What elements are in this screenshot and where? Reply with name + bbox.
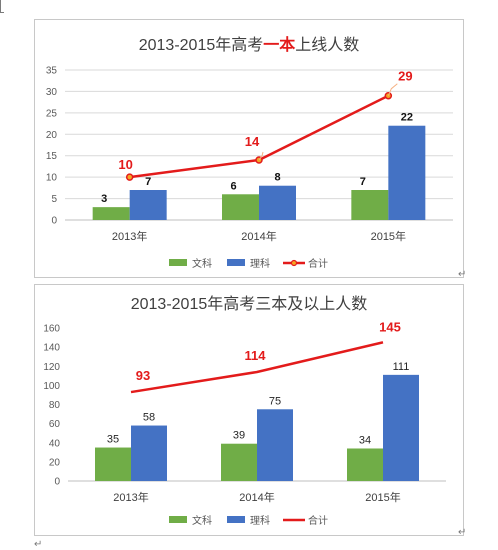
x-tick-label: 2013年 bbox=[113, 490, 148, 504]
bar-data-label: 34 bbox=[359, 434, 371, 446]
bar-data-label: 58 bbox=[143, 412, 155, 424]
y-tick-label: 20 bbox=[49, 457, 61, 468]
total-data-label: 14 bbox=[245, 134, 260, 149]
y-tick-label: 100 bbox=[43, 381, 60, 392]
total-marker bbox=[125, 173, 134, 181]
chart-title-part: 2013-2015年高考 bbox=[139, 36, 264, 54]
y-tick-label: 140 bbox=[43, 343, 60, 354]
chart-title-highlight: 一本 bbox=[263, 35, 295, 54]
bar-data-label: 6 bbox=[230, 180, 236, 192]
chart-title-part: 上线人数 bbox=[295, 36, 359, 54]
return-mark: ↵ bbox=[458, 269, 467, 280]
chart-title: 2013-2015年高考一本上线人数 bbox=[139, 35, 360, 54]
bar-data-label: 8 bbox=[274, 172, 280, 184]
bar-like bbox=[257, 409, 293, 481]
y-tick-label: 25 bbox=[46, 108, 58, 119]
page-corner-mark bbox=[0, 0, 4, 13]
legend-label: 文科 bbox=[192, 514, 212, 527]
bar-data-label: 39 bbox=[233, 430, 245, 442]
bar-wenke bbox=[351, 190, 389, 220]
label-leader bbox=[387, 83, 398, 96]
y-tick-label: 0 bbox=[51, 216, 57, 227]
bar-wenke bbox=[92, 207, 130, 220]
chart-first-tier-svg: 2013-2015年高考一本上线人数 0 5 10 15 20 25 30 35 3 6 7 7 8 22 2… bbox=[46, 35, 453, 270]
chart-title: 2013-2015年高考三本及以上人数 bbox=[131, 295, 368, 313]
y-tick-label: 15 bbox=[46, 151, 58, 162]
total-data-label: 114 bbox=[245, 348, 267, 363]
bar-data-label: 7 bbox=[360, 176, 366, 188]
total-line bbox=[130, 341, 384, 394]
bar-data-label: 3 bbox=[101, 193, 107, 205]
chart-first-tier: 2013-2015年高考一本上线人数 0 5 10 15 20 25 30 35 3 6 7 7 8 22 2… bbox=[34, 19, 464, 278]
bar-wenke bbox=[221, 443, 257, 481]
legend-swatch bbox=[227, 259, 245, 266]
x-tick-label: 2015年 bbox=[371, 229, 406, 243]
bar-like bbox=[129, 190, 167, 220]
bar-data-label: 75 bbox=[269, 395, 281, 407]
legend-swatch bbox=[169, 516, 187, 523]
legend-label: 理科 bbox=[250, 257, 270, 270]
bar-wenke bbox=[222, 194, 259, 220]
y-tick-label: 35 bbox=[46, 66, 58, 77]
total-data-label: 145 bbox=[379, 319, 401, 334]
y-tick-label: 5 bbox=[51, 194, 57, 205]
bar-wenke bbox=[95, 447, 131, 481]
chart-third-tier-svg: 2013-2015年高考三本及以上人数 0 20 40 60 80 100 120 140 160… bbox=[43, 295, 446, 527]
legend-label: 理科 bbox=[250, 514, 270, 527]
y-tick-label: 40 bbox=[49, 438, 61, 449]
y-tick-label: 0 bbox=[54, 477, 60, 488]
bar-like bbox=[131, 425, 167, 481]
y-tick-label: 20 bbox=[46, 130, 58, 141]
legend-marker bbox=[290, 259, 298, 267]
legend-label: 合计 bbox=[308, 514, 328, 527]
bar-data-label: 7 bbox=[145, 176, 151, 188]
bar-like bbox=[388, 125, 426, 220]
y-tick-label: 10 bbox=[46, 173, 58, 184]
bar-data-label: 111 bbox=[393, 361, 410, 373]
x-tick-label: 2013年 bbox=[112, 229, 147, 243]
y-tick-label: 60 bbox=[49, 419, 61, 430]
bar-wenke bbox=[347, 448, 383, 481]
y-tick-label: 80 bbox=[49, 400, 61, 411]
x-tick-label: 2014年 bbox=[241, 229, 276, 243]
return-mark: ↵ bbox=[458, 527, 467, 538]
x-tick-label: 2014年 bbox=[239, 490, 274, 504]
legend-swatch bbox=[227, 516, 245, 523]
bar-like bbox=[383, 374, 419, 481]
total-data-label: 29 bbox=[398, 69, 412, 84]
legend-label: 合计 bbox=[308, 257, 328, 270]
y-tick-label: 30 bbox=[46, 87, 58, 98]
total-data-label: 10 bbox=[118, 157, 132, 172]
x-tick-label: 2015年 bbox=[365, 490, 400, 504]
y-tick-label: 120 bbox=[43, 362, 60, 373]
y-tick-label: 160 bbox=[43, 324, 60, 335]
legend-label: 文科 bbox=[192, 257, 212, 270]
legend-swatch bbox=[169, 259, 187, 266]
bar-data-label: 35 bbox=[107, 434, 119, 446]
bar-like bbox=[259, 185, 296, 220]
label-leader bbox=[258, 151, 264, 161]
return-mark: ↵ bbox=[34, 539, 43, 550]
bar-data-label: 22 bbox=[401, 112, 413, 124]
total-data-label: 93 bbox=[136, 368, 150, 383]
chart-third-tier: 2013-2015年高考三本及以上人数 0 20 40 60 80 100 120 140 160… bbox=[34, 284, 464, 536]
